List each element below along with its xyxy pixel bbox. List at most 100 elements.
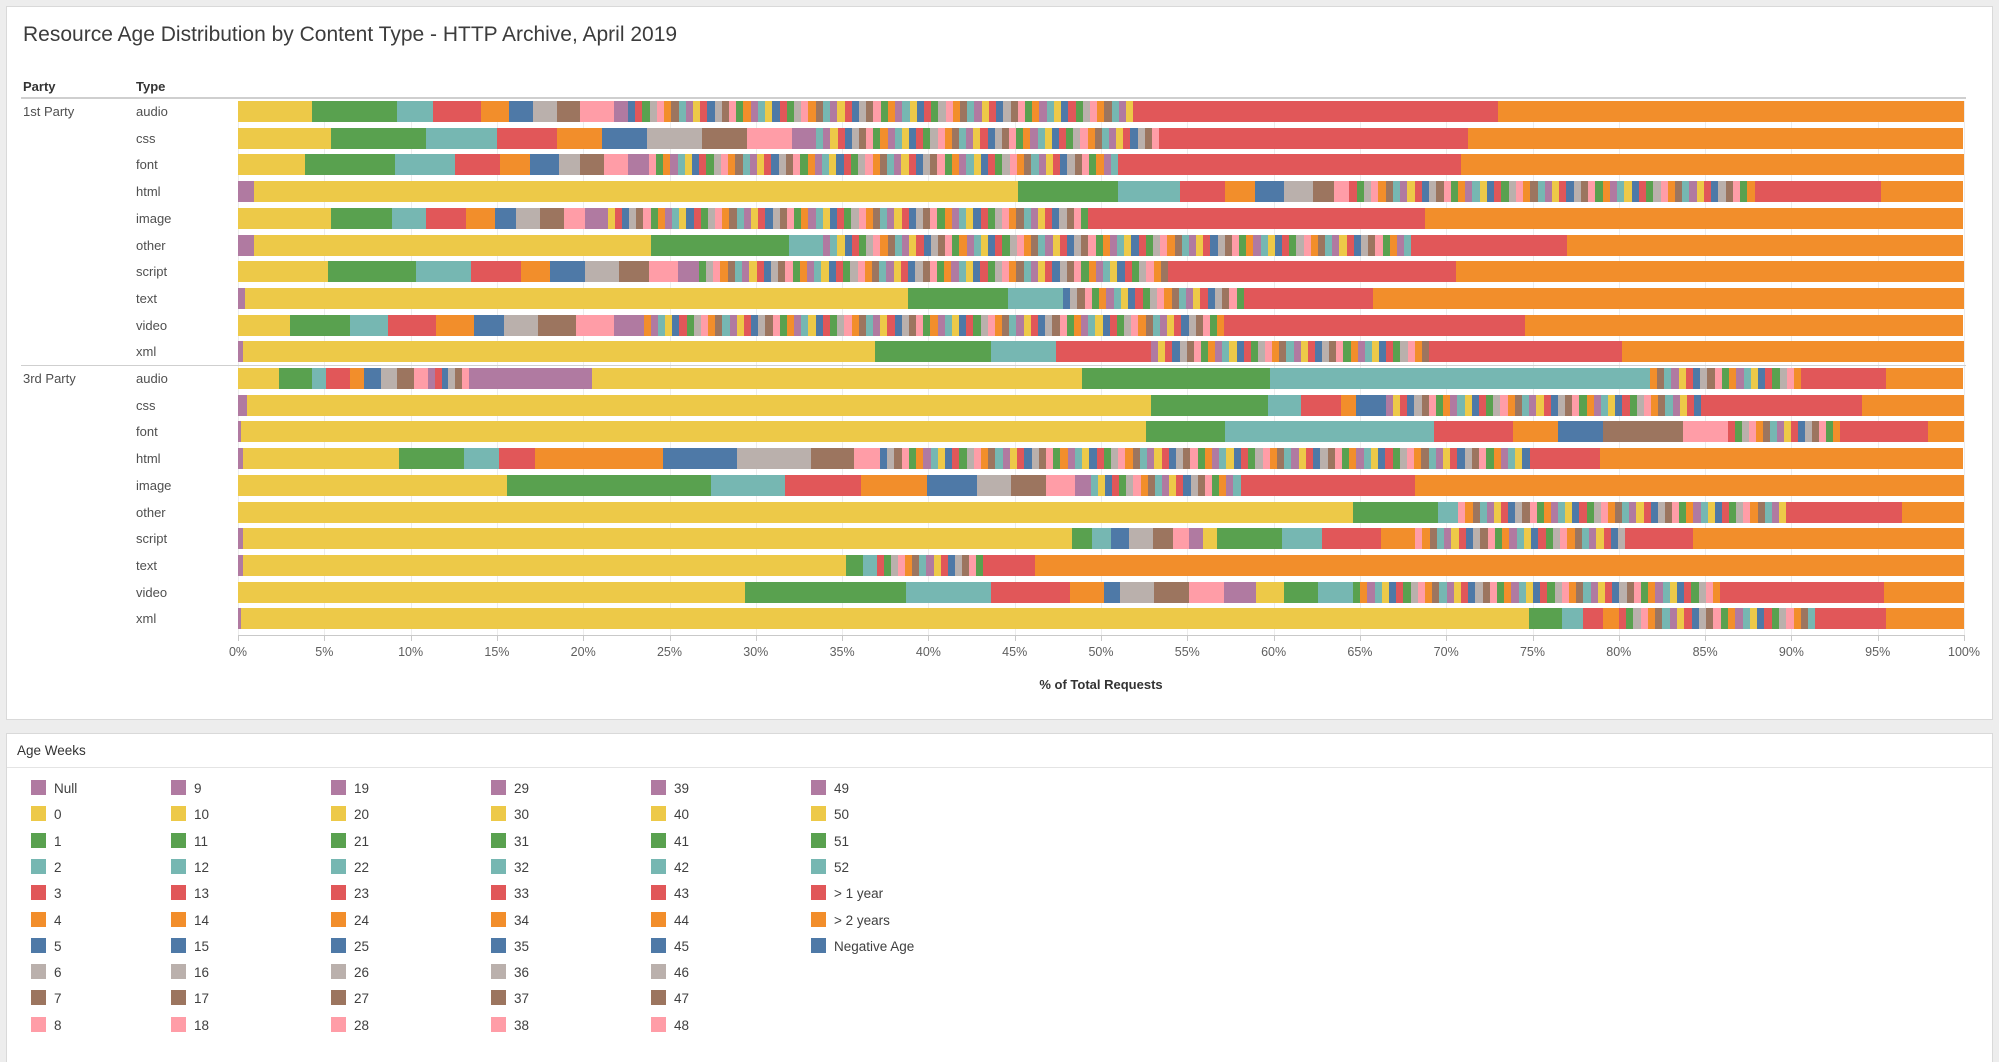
bar-segment-mixed[interactable] [808,101,816,122]
bar-segment-mixed[interactable] [994,207,1003,229]
bar-segment[interactable] [845,554,863,576]
bar-segment-mixed[interactable] [1465,528,1474,550]
bar-segment-mixed[interactable] [894,127,902,149]
bar-segment-mixed[interactable] [835,261,844,283]
bar-segment-mixed[interactable] [1284,448,1292,470]
bar-segment-mixed[interactable] [1502,528,1510,550]
bar-segment[interactable] [238,287,245,309]
bar-segment-mixed[interactable] [1151,341,1159,363]
bar-segment-mixed[interactable] [1511,581,1519,603]
bar-segment-mixed[interactable] [1653,181,1661,203]
bar-segment-mixed[interactable] [944,127,952,149]
bar-segment-mixed[interactable] [830,101,838,122]
bar-segment-mixed[interactable] [1104,101,1112,122]
bar-segment-mixed[interactable] [765,314,773,336]
bar-segment[interactable] [1467,127,1964,149]
bar-segment-mixed[interactable] [1118,448,1126,470]
bar-segment-mixed[interactable] [1214,287,1223,309]
bar-segment-mixed[interactable] [736,101,744,122]
bar-segment-mixed[interactable] [749,154,757,176]
bar-segment[interactable] [331,207,392,229]
bar-segment-mixed[interactable] [1088,261,1096,283]
bar-segment[interactable] [238,448,244,470]
bar-segment[interactable] [990,341,1057,363]
bar-segment-mixed[interactable] [1518,581,1526,603]
bar-segment-mixed[interactable] [933,554,941,576]
bar-segment[interactable] [433,101,482,122]
bar-segment-mixed[interactable] [1589,528,1597,550]
bar-segment[interactable] [1216,528,1283,550]
bar-segment-mixed[interactable] [1428,394,1436,416]
bar-segment-mixed[interactable] [1533,581,1541,603]
bar-segment-mixed[interactable] [1561,581,1570,603]
bar-segment-mixed[interactable] [1080,127,1088,149]
bar-segment-mixed[interactable] [1159,314,1168,336]
bar-segment-mixed[interactable] [1407,341,1415,363]
bar-segment-mixed[interactable] [865,314,874,336]
bar-segment[interactable] [976,474,1012,496]
bar-segment-mixed[interactable] [1320,448,1328,470]
bar-segment-mixed[interactable] [1536,501,1544,523]
bar-segment-mixed[interactable] [1067,448,1075,470]
bar-segment-mixed[interactable] [1540,581,1548,603]
bar-segment[interactable] [1318,581,1353,603]
bar-segment-mixed[interactable] [1811,421,1819,443]
bar-segment-mixed[interactable] [880,127,888,149]
bar-segment-mixed[interactable] [1509,528,1517,550]
bar-segment-mixed[interactable] [1566,181,1574,203]
bar-segment-mixed[interactable] [794,207,802,229]
bar-segment-mixed[interactable] [792,261,800,283]
bar-segment[interactable] [1240,474,1415,496]
bar-segment-mixed[interactable] [1168,448,1176,470]
bar-segment[interactable] [426,127,497,149]
bar-segment-mixed[interactable] [1169,474,1177,496]
bar-segment-mixed[interactable] [1529,501,1537,523]
bar-segment-mixed[interactable] [857,261,865,283]
bar-segment-mixed[interactable] [959,154,967,176]
bar-segment-mixed[interactable] [1757,608,1765,630]
bar-segment-mixed[interactable] [1059,261,1067,283]
bar-segment-mixed[interactable] [1160,234,1168,256]
bar-segment[interactable] [1188,528,1203,550]
bar-segment-mixed[interactable] [735,154,743,176]
bar-segment-mixed[interactable] [771,154,779,176]
bar-segment[interactable] [238,421,242,443]
bar-segment-mixed[interactable] [1615,394,1623,416]
bar-segment-mixed[interactable] [1023,207,1031,229]
bar-segment-mixed[interactable] [915,154,924,176]
bar-segment-mixed[interactable] [1053,101,1062,122]
bar-segment-mixed[interactable] [1067,154,1075,176]
bar-segment[interactable] [246,394,1152,416]
bar-segment-mixed[interactable] [1443,181,1451,203]
bar-segment-mixed[interactable] [677,154,685,176]
bar-segment-mixed[interactable] [1778,608,1787,630]
bar-segment-mixed[interactable] [1229,287,1237,309]
bar-segment-mixed[interactable] [1464,448,1472,470]
bar-segment-mixed[interactable] [700,101,708,122]
bar-segment-mixed[interactable] [980,207,988,229]
bar-segment[interactable] [1927,421,1964,443]
bar-segment-mixed[interactable] [1740,181,1748,203]
bar-segment-mixed[interactable] [686,314,694,336]
bar-segment-mixed[interactable] [1327,448,1335,470]
bar-segment-mixed[interactable] [1486,448,1494,470]
bar-segment-mixed[interactable] [1679,394,1687,416]
bar-segment-mixed[interactable] [823,127,831,149]
bar-segment-mixed[interactable] [1550,394,1558,416]
bar-segment-mixed[interactable] [1185,287,1194,309]
bar-segment-mixed[interactable] [1190,474,1198,496]
bar-segment-mixed[interactable] [679,207,687,229]
bar-segment-mixed[interactable] [765,101,773,122]
bar-segment-mixed[interactable] [1522,394,1530,416]
bar-segment-mixed[interactable] [1009,154,1017,176]
bar-segment-mixed[interactable] [736,314,744,336]
bar-segment[interactable] [1225,421,1435,443]
bar-segment-mixed[interactable] [1002,234,1010,256]
bar-segment-mixed[interactable] [656,101,665,122]
bar-segment-mixed[interactable] [1696,181,1704,203]
bar-segment-mixed[interactable] [1243,341,1251,363]
bar-segment-mixed[interactable] [808,207,816,229]
bar-segment-mixed[interactable] [880,314,888,336]
bar-segment-mixed[interactable] [1109,314,1117,336]
bar-segment-mixed[interactable] [1016,154,1025,176]
